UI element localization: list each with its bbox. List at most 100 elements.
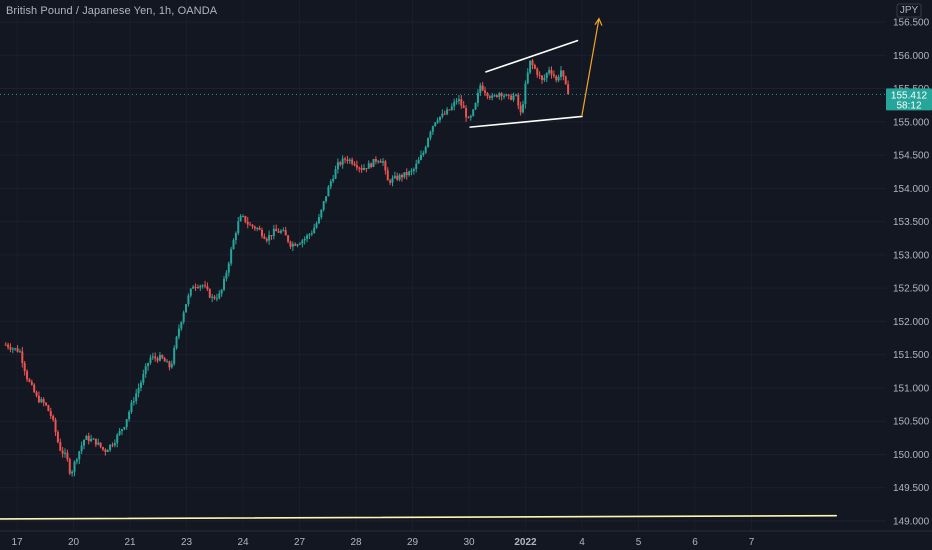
candle-body [391, 178, 394, 183]
candle-body [332, 178, 335, 182]
candle-body [208, 289, 211, 298]
candle-body [545, 73, 548, 79]
candle-body [462, 105, 465, 109]
candle-body [351, 159, 354, 164]
candle-body [382, 161, 385, 163]
candle-body [45, 402, 48, 406]
candle-body [481, 85, 484, 91]
candle-body [201, 285, 204, 287]
candle-body [75, 459, 78, 462]
candle-body [422, 152, 425, 156]
candle-body [253, 226, 256, 229]
candle-body [232, 240, 235, 250]
bar-countdown: 58:12 [896, 100, 921, 111]
candle-body [372, 158, 375, 168]
candle-body [450, 106, 453, 110]
candle-body [263, 236, 266, 239]
candle-body [393, 175, 396, 179]
price-tick-label: 149.500 [893, 483, 930, 494]
candle-body [484, 90, 487, 93]
candle-body [142, 373, 145, 383]
candle-body [367, 163, 370, 169]
candle-body [213, 296, 216, 299]
currency-label[interactable]: JPY [900, 5, 919, 16]
candle-body [448, 109, 451, 111]
price-tick-label: 154.500 [893, 151, 930, 162]
candle-body [268, 235, 271, 241]
candle-body [16, 348, 19, 352]
candle-body [223, 278, 226, 290]
candle-body [336, 162, 339, 170]
candle-body [42, 399, 45, 403]
candle-body [11, 348, 14, 350]
candle-body [417, 159, 420, 164]
candle-body [99, 442, 102, 448]
candle-body [533, 65, 536, 69]
time-tick-label: 17 [11, 537, 23, 548]
candle-body [443, 113, 446, 115]
candle-body [185, 304, 188, 313]
currency-label-border [896, 3, 922, 18]
candle-body [424, 147, 427, 153]
candle-body [206, 286, 209, 290]
candle-body [175, 336, 178, 349]
candle-body [109, 444, 112, 451]
candle-body [187, 295, 190, 305]
price-tick-label: 152.000 [893, 317, 930, 328]
candle-body [339, 162, 342, 165]
candle-body [298, 243, 301, 245]
candle-body [80, 445, 83, 452]
candle-body [536, 68, 539, 75]
current-price-label [886, 88, 932, 111]
candle-body [151, 356, 154, 358]
candle-body [101, 447, 104, 450]
candle-body [177, 328, 180, 337]
price-tick-label: 149.000 [893, 517, 930, 528]
candle-body [54, 419, 57, 433]
candle-body [294, 243, 297, 246]
candle-body [436, 120, 439, 123]
candle-body [144, 366, 147, 374]
candle-body [92, 438, 95, 440]
candle-body [455, 101, 458, 103]
candle-body [40, 399, 43, 403]
candle-body [453, 101, 456, 107]
grid [0, 21, 886, 522]
candle-body [161, 355, 164, 359]
upper-trendline [485, 39, 579, 73]
time-axis[interactable]: 17 20 21 23 24 27 28 29 30 2022 4 5 6 7 [0, 530, 932, 548]
candle-body [258, 227, 261, 230]
candle-body [446, 109, 449, 115]
candle-body [429, 131, 432, 139]
current-price-marker: 155.412 58:12 [886, 88, 932, 111]
candle-body [512, 95, 515, 100]
candle-body [550, 70, 553, 75]
time-tick-label: 28 [350, 537, 362, 548]
time-tick-label: 7 [749, 537, 755, 548]
candle-body [49, 411, 52, 416]
candle-body [125, 419, 128, 428]
candle-body [28, 379, 31, 382]
candle-body [279, 230, 282, 233]
candle-body [510, 95, 513, 100]
candle-body [85, 435, 88, 440]
candle-body [104, 449, 107, 452]
candle-body [47, 405, 50, 412]
candle-body [507, 94, 510, 96]
candle-body [398, 174, 401, 180]
chart-title: British Pound / Japanese Yen, 1h, OANDA [6, 5, 218, 17]
candle-body [227, 263, 230, 273]
candle-body [218, 293, 221, 299]
candle-body [37, 395, 40, 403]
candle-body [486, 92, 489, 97]
candle-body [234, 233, 237, 241]
candle-body [360, 168, 363, 170]
price-tick-label: 151.000 [893, 383, 930, 394]
candle-body [320, 209, 323, 218]
candle-body [14, 348, 17, 350]
price-axis[interactable]: JPY 156.500156.000155.500155.000154.5001… [886, 0, 932, 531]
candle-body [242, 215, 244, 217]
candle-body [173, 348, 176, 364]
